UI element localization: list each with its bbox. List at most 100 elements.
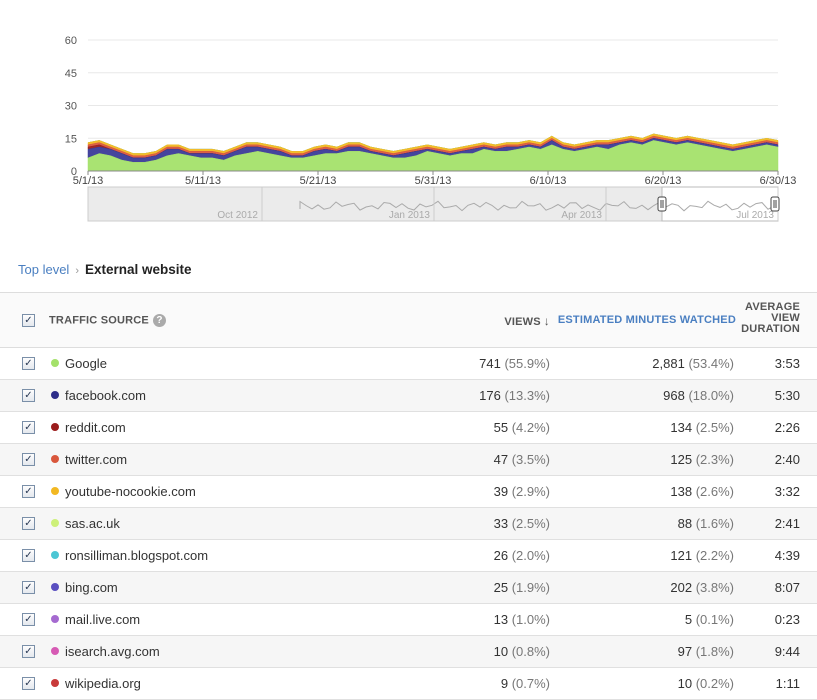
views-percent: (2.0%)	[511, 548, 550, 563]
minutes-value: 138	[670, 484, 693, 499]
traffic-source-header: TRAFFIC SOURCE?	[49, 314, 166, 327]
avg-view-duration-cell: 2:40	[774, 452, 800, 467]
minutes-percent: (0.2%)	[695, 676, 734, 691]
traffic-source-name: mail.live.com	[65, 612, 141, 627]
x-tick-label: 6/10/13	[530, 175, 567, 187]
y-tick-label: 30	[65, 101, 77, 113]
x-tick-label: 5/11/13	[185, 175, 221, 187]
views-percent: (2.9%)	[511, 484, 550, 499]
views-cell: 176 (13.3%)	[479, 388, 550, 403]
minutes-value: 968	[663, 388, 685, 403]
series-color-dot	[51, 551, 59, 559]
views-percent: (4.2%)	[511, 420, 550, 435]
table-row: ✓ bing.com 25 (1.9%) 202 (3.8%) 8:07	[0, 572, 817, 604]
range-handle-right[interactable]	[770, 196, 780, 212]
minutes-percent: (2.2%)	[695, 548, 734, 563]
minutes-percent: (53.4%)	[688, 356, 734, 371]
row-checkbox[interactable]: ✓	[22, 357, 35, 370]
table-row: ✓ Google 741 (55.9%) 2,881 (53.4%) 3:53	[0, 348, 817, 380]
row-checkbox[interactable]: ✓	[22, 677, 35, 690]
avg-view-duration-cell: 3:32	[774, 484, 800, 499]
minutes-cell: 125 (2.3%)	[670, 452, 734, 467]
table-row: ✓ isearch.avg.com 10 (0.8%) 97 (1.8%) 9:44	[0, 636, 817, 668]
minutes-cell: 2,881 (53.4%)	[652, 356, 734, 371]
minutes-cell: 5 (0.1%)	[685, 612, 734, 627]
y-tick-label: 15	[65, 133, 77, 145]
minutes-percent: (0.1%)	[695, 612, 734, 627]
breadcrumb: Top level › External website	[18, 262, 192, 277]
table-body: ✓ Google 741 (55.9%) 2,881 (53.4%) 3:53 ✓ face…	[0, 348, 817, 700]
row-checkbox[interactable]: ✓	[22, 517, 35, 530]
sort-down-arrow-icon: ↓	[543, 314, 550, 328]
select-all-checkbox[interactable]: ✓	[22, 314, 35, 327]
minutes-percent: (3.8%)	[695, 580, 734, 595]
row-checkbox[interactable]: ✓	[22, 581, 35, 594]
y-tick-label: 45	[65, 68, 77, 80]
range-handle-left[interactable]	[657, 196, 667, 212]
avg-view-duration-cell: 0:23	[774, 612, 800, 627]
row-checkbox[interactable]: ✓	[22, 421, 35, 434]
avg-view-duration-cell: 9:44	[774, 644, 800, 659]
avg-view-duration-cell: 2:26	[774, 420, 800, 435]
minutes-value: 125	[670, 452, 693, 467]
series-color-dot	[51, 583, 59, 591]
traffic-source-name: isearch.avg.com	[65, 644, 160, 659]
views-percent: (2.5%)	[511, 516, 550, 531]
views-percent: (0.7%)	[511, 676, 550, 691]
views-header[interactable]: VIEWS ↓	[504, 314, 550, 328]
views-value: 741	[479, 356, 501, 371]
table-row: ✓ reddit.com 55 (4.2%) 134 (2.5%) 2:26	[0, 412, 817, 444]
traffic-source-name: facebook.com	[65, 388, 146, 403]
views-cell: 33 (2.5%)	[494, 516, 550, 531]
traffic-source-header-label: TRAFFIC SOURCE	[49, 314, 149, 327]
traffic-source-name: ronsilliman.blogspot.com	[65, 548, 209, 563]
views-value: 13	[493, 612, 509, 627]
views-percent: (0.8%)	[511, 644, 550, 659]
help-icon[interactable]: ?	[152, 314, 166, 327]
x-tick-label: 5/31/13	[415, 175, 452, 187]
series-color-dot	[51, 359, 59, 367]
minutes-value: 2,881	[652, 356, 685, 371]
views-cell: 9 (0.7%)	[501, 676, 550, 691]
traffic-source-name: Google	[65, 356, 107, 371]
table-row: ✓ sas.ac.uk 33 (2.5%) 88 (1.6%) 2:41	[0, 508, 817, 540]
traffic-source-name: youtube-nocookie.com	[65, 484, 196, 499]
average-view-duration-header[interactable]: AVERAGE VIEW DURATION	[730, 302, 800, 335]
series-color-dot	[51, 519, 59, 527]
minutes-value: 5	[684, 612, 693, 627]
series-color-dot	[51, 455, 59, 463]
minutes-value: 10	[677, 676, 693, 691]
views-cell: 10 (0.8%)	[494, 644, 550, 659]
row-checkbox[interactable]: ✓	[22, 485, 35, 498]
breadcrumb-top-level-link[interactable]: Top level	[18, 262, 70, 277]
views-value: 55	[493, 420, 509, 435]
series-color-dot	[51, 423, 59, 431]
avg-view-duration-cell: 3:53	[774, 356, 800, 371]
views-percent: (1.9%)	[511, 580, 550, 595]
views-percent: (13.3%)	[504, 388, 550, 403]
traffic-source-name: twitter.com	[65, 452, 128, 467]
minutes-value: 88	[677, 516, 693, 531]
avd-header-line1: AVERAGE	[745, 301, 800, 313]
row-checkbox[interactable]: ✓	[22, 389, 35, 402]
avg-view-duration-cell: 4:39	[774, 548, 800, 563]
x-tick-label: 5/1/13	[73, 175, 104, 187]
row-checkbox[interactable]: ✓	[22, 645, 35, 658]
row-checkbox[interactable]: ✓	[22, 549, 35, 562]
views-cell: 55 (4.2%)	[494, 420, 550, 435]
minutes-cell: 97 (1.8%)	[678, 644, 734, 659]
minutes-cell: 121 (2.2%)	[670, 548, 734, 563]
breadcrumb-current: External website	[84, 262, 192, 277]
estimated-minutes-header[interactable]: ESTIMATED MINUTES WATCHED	[557, 314, 736, 326]
row-checkbox[interactable]: ✓	[22, 613, 35, 626]
views-header-label: VIEWS	[504, 316, 541, 328]
table-row: ✓ youtube-nocookie.com 39 (2.9%) 138 (2.6%)…	[0, 476, 817, 508]
traffic-source-name: sas.ac.uk	[65, 516, 120, 531]
overview-period-label: Jul 2013	[736, 210, 774, 221]
minutes-percent: (2.3%)	[695, 452, 734, 467]
row-checkbox[interactable]: ✓	[22, 453, 35, 466]
minutes-value: 121	[670, 548, 693, 563]
minutes-percent: (1.8%)	[695, 644, 734, 659]
views-cell: 26 (2.0%)	[494, 548, 550, 563]
minutes-cell: 134 (2.5%)	[670, 420, 734, 435]
